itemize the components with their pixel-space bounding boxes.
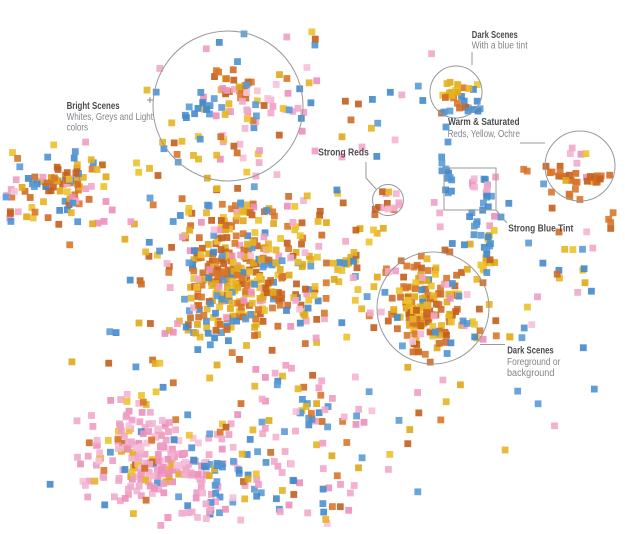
svg-text:Warm & Saturated: Warm & Saturated bbox=[448, 117, 520, 128]
svg-text:Bright Scenes: Bright Scenes bbox=[67, 101, 120, 112]
svg-text:Dark Scenes: Dark Scenes bbox=[472, 30, 518, 41]
svg-text:Whites, Greys and Light: Whites, Greys and Light bbox=[67, 112, 154, 123]
svg-text:Reds, Yellow, Ochre: Reds, Yellow, Ochre bbox=[448, 129, 521, 140]
svg-text:background: background bbox=[507, 368, 554, 379]
svg-text:colors: colors bbox=[67, 123, 89, 134]
svg-text:Foreground or: Foreground or bbox=[507, 357, 561, 368]
svg-text:Strong Reds: Strong Reds bbox=[318, 148, 369, 159]
svg-text:With a blue tint: With a blue tint bbox=[472, 41, 528, 52]
svg-text:Strong Blue Tint: Strong Blue Tint bbox=[508, 224, 573, 235]
svg-text:Dark Scenes: Dark Scenes bbox=[507, 346, 554, 357]
